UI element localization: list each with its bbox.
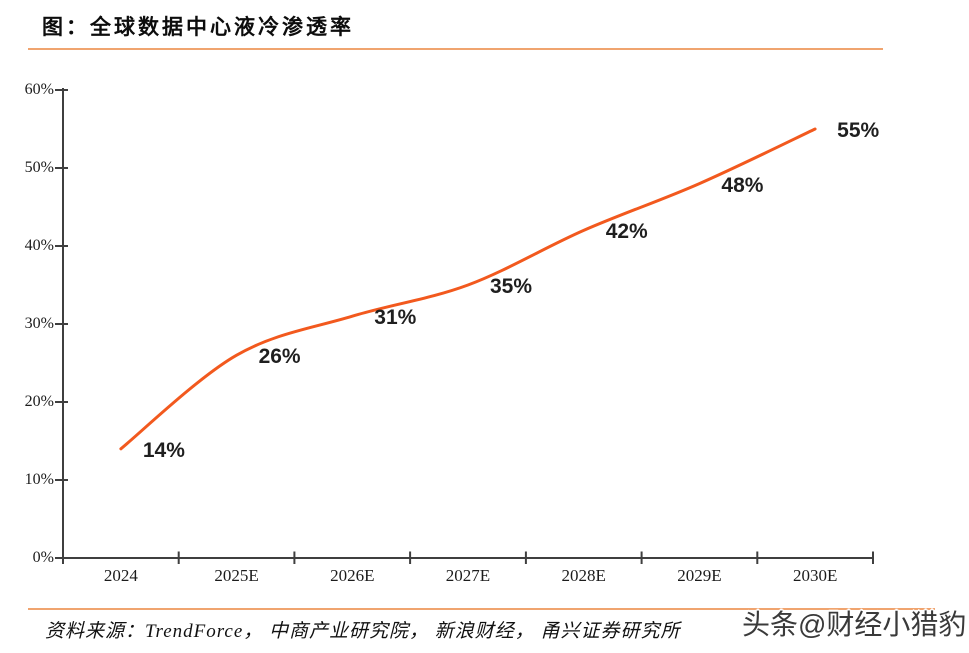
data-point-label: 26% (258, 345, 301, 369)
x-axis-category-label: 2028E (561, 566, 606, 585)
watermark-text: 头条@财经小猎豹 (742, 609, 967, 640)
x-axis-ticks (62, 551, 874, 564)
x-axis-category-label: 2029E (677, 566, 722, 585)
x-axis-category-label: 2027E (445, 566, 491, 585)
data-point-label: 48% (721, 173, 764, 197)
x-axis-category-label: 2030E (792, 566, 838, 585)
data-point-label: 31% (374, 306, 417, 330)
y-axis-tick-label: 40% (24, 237, 54, 254)
chart-title: 图：全球数据中心液冷渗透率 (42, 15, 354, 39)
source-text: 资料来源：TrendForce， 中商产业研究院， 新浪财经， 甬兴证券研究所 (45, 621, 681, 642)
series-line-path (119, 127, 817, 451)
data-point-label: 14% (142, 438, 185, 462)
y-axis-tick-label: 30% (24, 315, 54, 332)
y-axis-tick-label: 0% (32, 549, 54, 566)
data-point-label: 55% (837, 119, 880, 142)
x-axis-category-label: 2024 (103, 566, 138, 585)
footer-divider (28, 608, 935, 610)
data-point-label: 35% (490, 275, 533, 298)
title-underline (28, 48, 883, 50)
data-point-label: 42% (605, 220, 648, 244)
x-axis-category-label: 2025E (214, 566, 259, 585)
y-axis-tick-label: 10% (24, 471, 54, 488)
x-axis-category-label: 2026E (330, 566, 375, 585)
y-axis-tick-label: 20% (24, 393, 54, 410)
y-axis-ticks (55, 89, 68, 559)
y-axis-tick-label: 60% (24, 81, 54, 98)
y-axis-tick-label: 50% (24, 159, 54, 176)
